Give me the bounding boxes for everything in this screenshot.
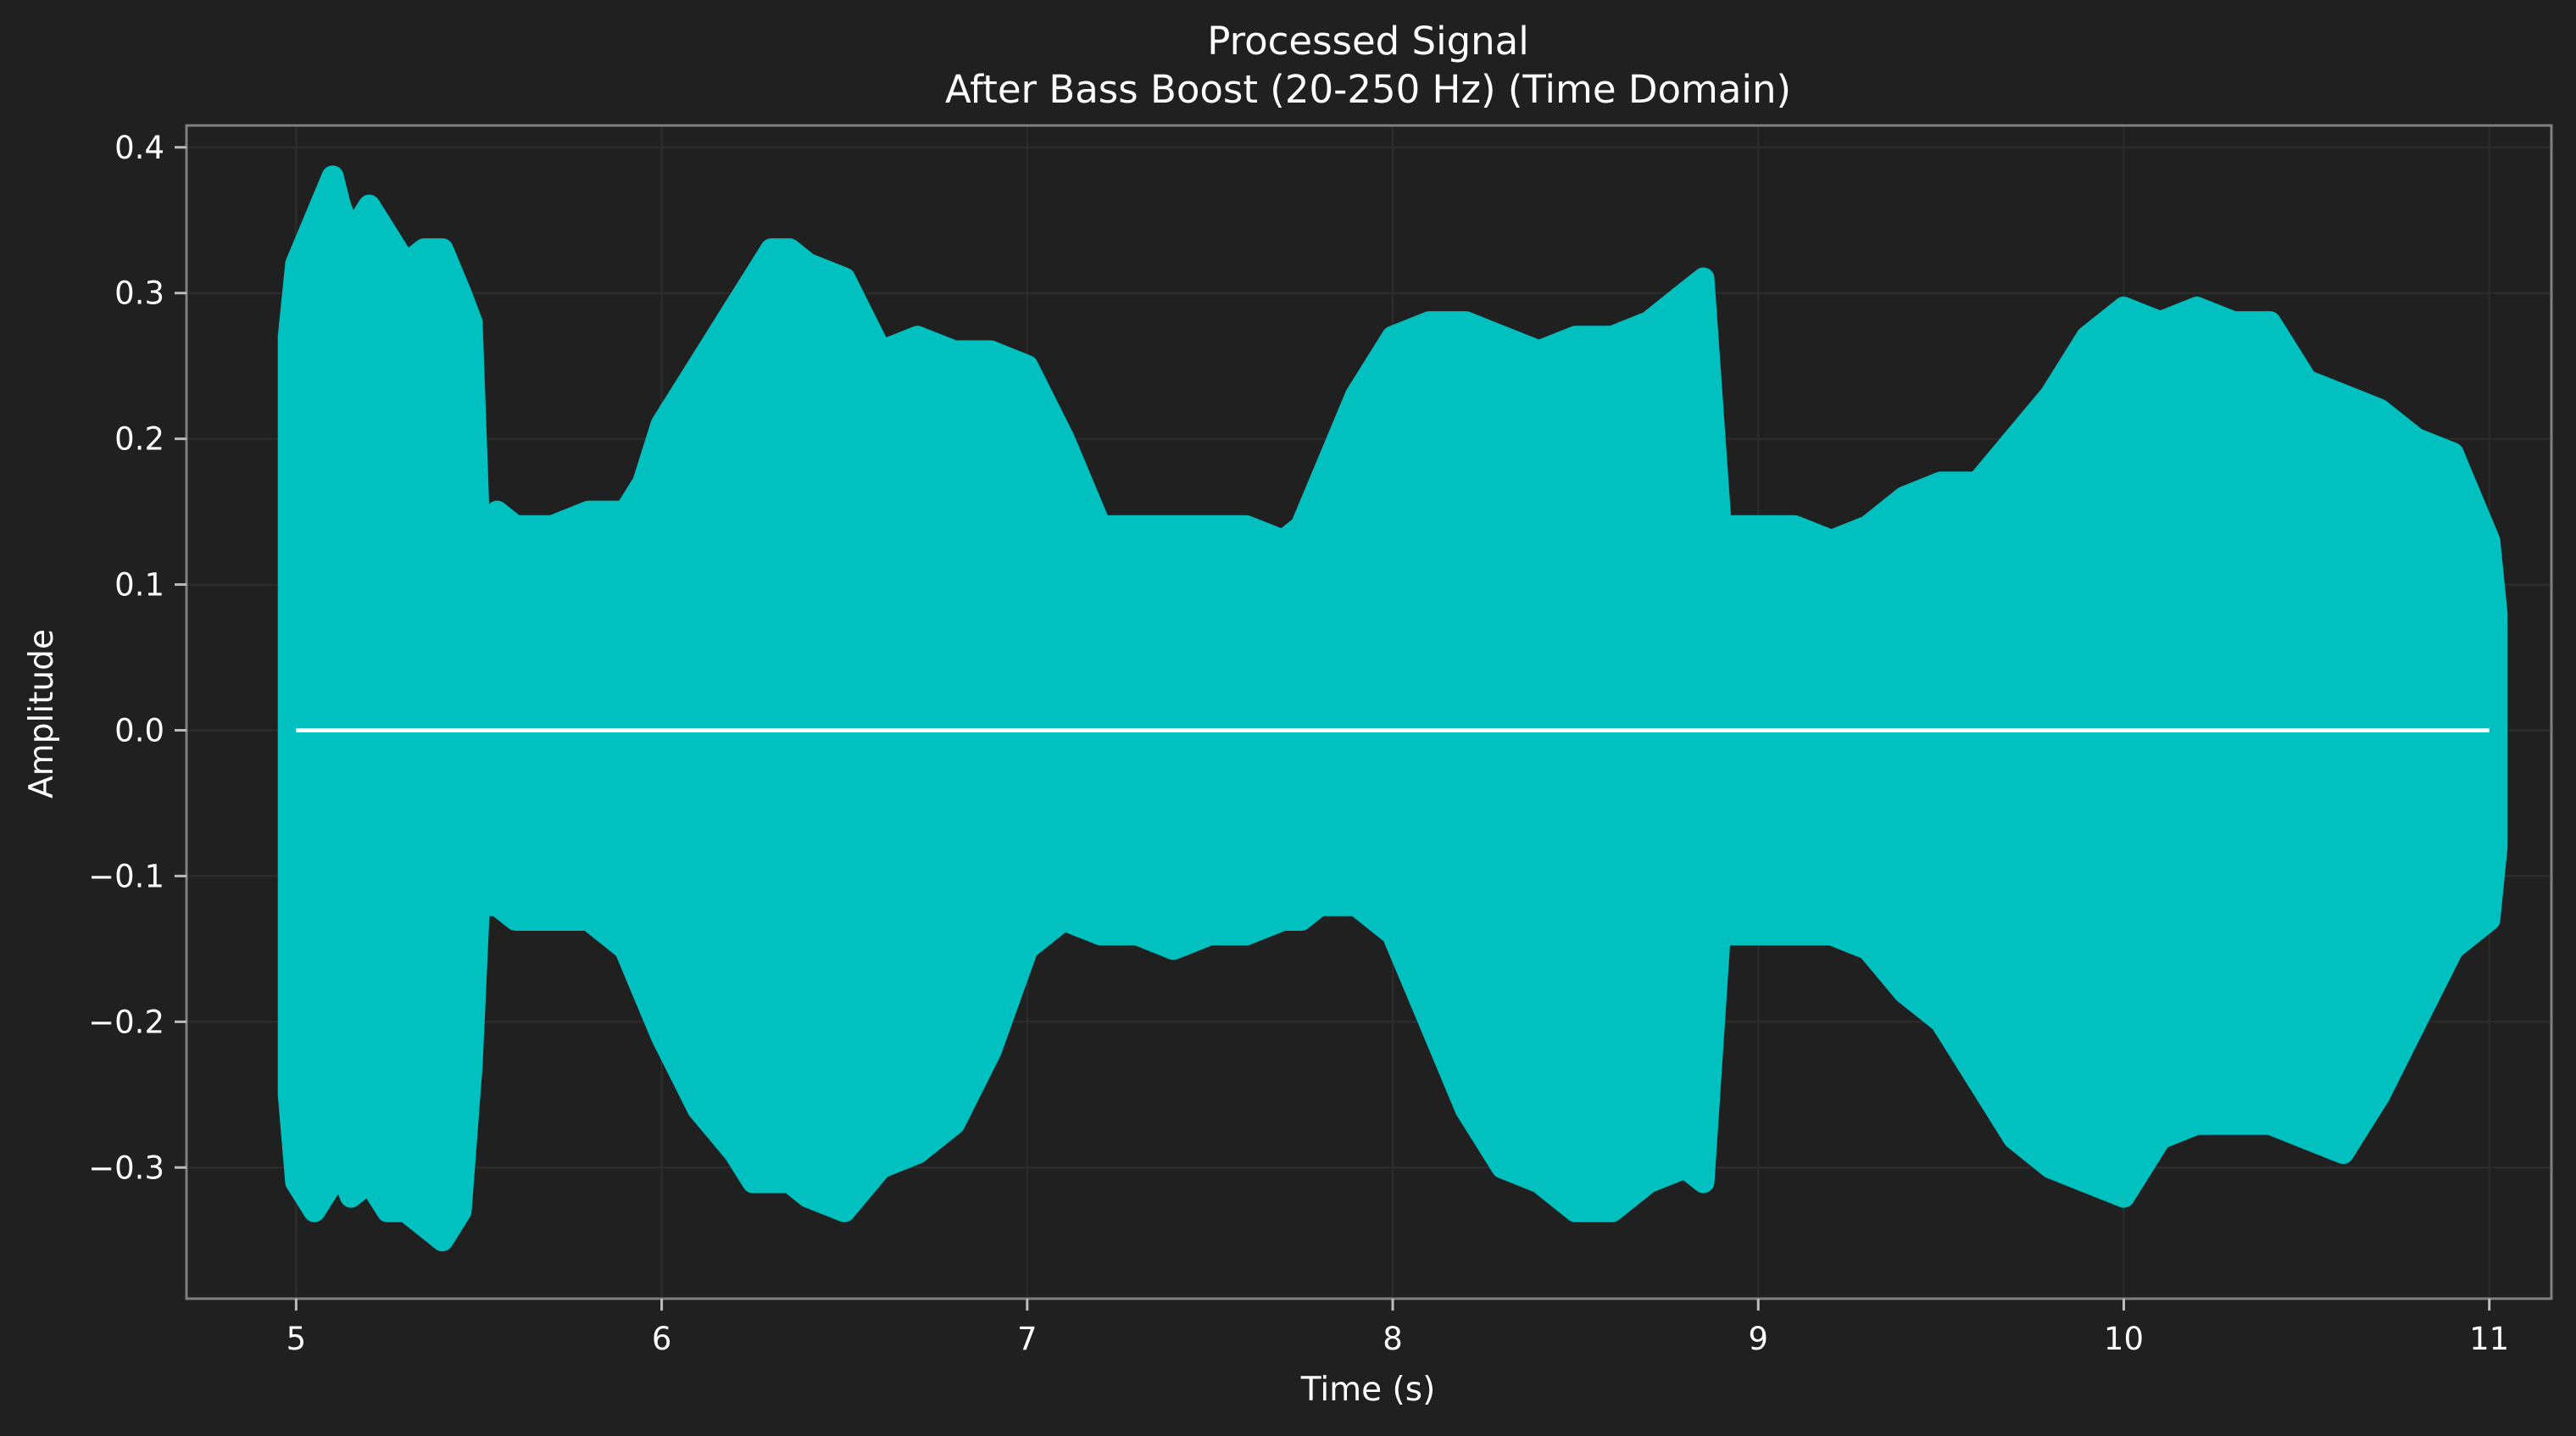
data-layer bbox=[277, 165, 2508, 1252]
x-tick-label: 11 bbox=[2469, 1321, 2509, 1357]
y-tick-label: −0.1 bbox=[88, 858, 164, 894]
y-tick-label: 0.4 bbox=[114, 130, 164, 166]
y-tick-label: −0.2 bbox=[88, 1004, 164, 1040]
signal-envelope bbox=[277, 165, 2508, 1252]
chart-title: Processed Signal bbox=[1207, 19, 1529, 64]
x-tick-label: 5 bbox=[287, 1321, 307, 1357]
x-tick-label: 6 bbox=[652, 1321, 672, 1357]
tick-layer: 5 6 7 8 9 10 11 −0.3 −0.2 −0.1 0.0 0.1 0.2 0.3 0.4 bbox=[88, 130, 2509, 1357]
chart-subtitle: After Bass Boost (20-250 Hz) (Time Domai… bbox=[945, 67, 1791, 112]
y-tick-label: 0.3 bbox=[114, 276, 164, 312]
x-axis-label: Time (s) bbox=[1300, 1371, 1436, 1409]
y-tick-label: 0.0 bbox=[114, 712, 164, 749]
x-tick-label: 10 bbox=[2104, 1321, 2144, 1357]
x-tick-label: 8 bbox=[1383, 1321, 1403, 1357]
x-tick-label: 9 bbox=[1748, 1321, 1768, 1357]
y-tick-label: −0.3 bbox=[88, 1149, 164, 1186]
y-tick-label: 0.2 bbox=[114, 421, 164, 458]
y-tick-label: 0.1 bbox=[114, 567, 164, 604]
x-tick-label: 7 bbox=[1017, 1321, 1038, 1357]
y-axis-label: Amplitude bbox=[23, 629, 61, 799]
plot-frame bbox=[185, 124, 2553, 1300]
